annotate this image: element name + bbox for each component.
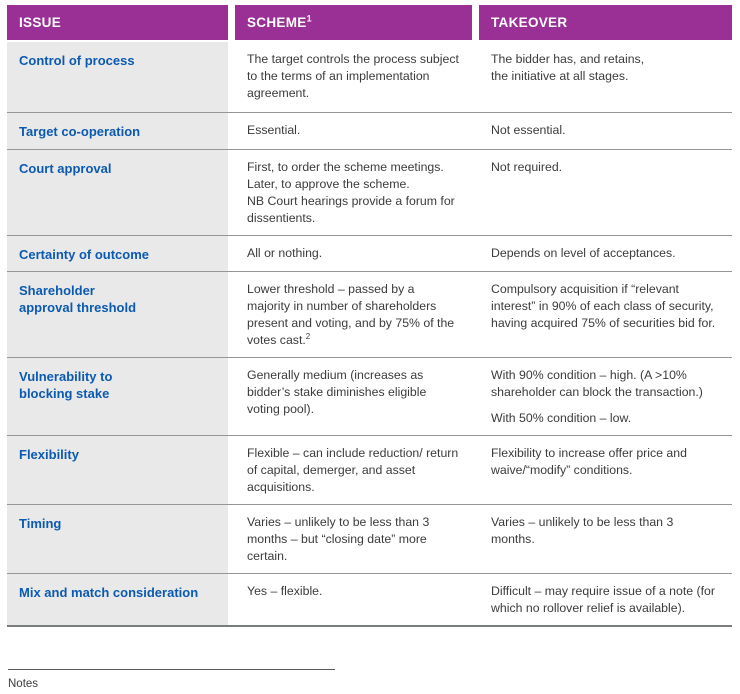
table-row-shareholder-approval-threshold: Shareholder approval threshold Lower thre… — [7, 272, 732, 358]
table-row-flexibility: Flexibility Flexible – can include reduc… — [7, 436, 732, 505]
issue-cell: Timing — [7, 505, 228, 573]
table-row-certainty-of-outcome: Certainty of outcome All or nothing. Dep… — [7, 236, 732, 272]
column-header-scheme: SCHEME1 — [235, 5, 472, 40]
scheme-cell: Generally medium (increases as bidder’s … — [247, 368, 427, 416]
notes-heading: Notes — [8, 678, 39, 690]
table-row-control-of-process: Control of process The target controls t… — [7, 42, 732, 113]
notes-divider — [8, 669, 335, 670]
issue-cell: Certainty of outcome — [7, 236, 228, 271]
table-header-row: ISSUE SCHEME1 TAKEOVER — [7, 5, 732, 40]
takeover-cell: Not required. — [491, 160, 563, 174]
takeover-cell: With 90% condition – high. (A >10% share… — [491, 368, 703, 425]
column-header-takeover: TAKEOVER — [479, 5, 732, 40]
scheme-cell: Essential. — [247, 123, 301, 137]
issue-cell: Target co-operation — [7, 113, 228, 149]
takeover-cell: Flexibility to increase offer price and … — [491, 446, 687, 477]
notes-section: Notes 1 An analogous procedure can be us… — [7, 669, 732, 694]
scheme-footnote-marker: 1 — [306, 13, 312, 24]
scheme-cell: Lower threshold – passed by a majority i… — [247, 282, 455, 347]
takeover-cell: Compulsory acquisition if “relevant inte… — [491, 282, 716, 330]
votes-cast-footnote-marker: 2 — [305, 331, 311, 341]
column-header-scheme-label: SCHEME — [247, 15, 307, 30]
scheme-cell: First, to order the scheme meetings. Late… — [247, 160, 455, 225]
issue-cell: Court approval — [7, 150, 228, 235]
issue-cell: Flexibility — [7, 436, 228, 504]
table-row-target-co-operation: Target co-operation Essential. Not essen… — [7, 113, 732, 150]
takeover-cell: The bidder has, and retains, the initiati… — [491, 52, 645, 83]
scheme-cell: Varies – unlikely to be less than 3 mont… — [247, 515, 430, 563]
issue-cell: Vulnerability to blocking stake — [7, 358, 228, 435]
issue-cell: Control of process — [7, 42, 228, 112]
takeover-cell: Difficult – may require issue of a note … — [491, 584, 715, 615]
takeover-cell: Depends on level of acceptances. — [491, 246, 676, 260]
scheme-cell: All or nothing. — [247, 246, 323, 260]
table-row-timing: Timing Varies – unlikely to be less than… — [7, 505, 732, 574]
column-header-issue: ISSUE — [7, 5, 228, 40]
scheme-cell: Flexible – can include reduction/ return… — [247, 446, 459, 494]
table-row-mix-and-match-consideration: Mix and match consideration Yes – flexib… — [7, 574, 732, 627]
scheme-cell: The target controls the process subject … — [247, 52, 459, 100]
issue-cell: Mix and match consideration — [7, 574, 228, 625]
table-row-vulnerability-to-blocking-stake: Vulnerability to blocking stake Generally… — [7, 358, 732, 436]
takeover-cell: Not essential. — [491, 123, 566, 137]
scheme-cell: Yes – flexible. — [247, 584, 323, 598]
scheme-vs-takeover-table: ISSUE SCHEME1 TAKEOVER Control of proces… — [7, 5, 732, 627]
table-row-court-approval: Court approval First, to order the schem… — [7, 150, 732, 236]
takeover-cell: Varies – unlikely to be less than 3 mont… — [491, 515, 674, 546]
issue-cell: Shareholder approval threshold — [7, 272, 228, 357]
